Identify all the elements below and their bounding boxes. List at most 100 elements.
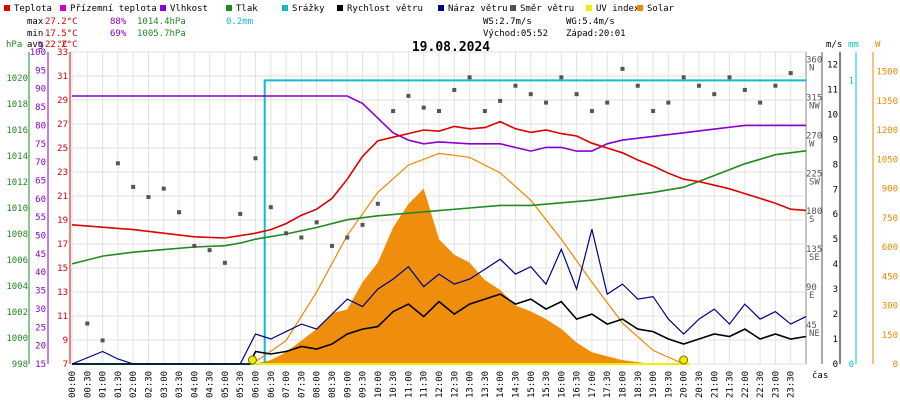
wind-direction-point: [498, 98, 503, 103]
x-tick: 23:30: [787, 371, 797, 398]
stat-avg-label: avg: [27, 40, 43, 50]
x-tick: 04:00: [190, 371, 200, 398]
wind-direction-point: [482, 109, 487, 114]
wind-tick: 3: [833, 285, 838, 295]
sunrise-marker: [247, 355, 257, 365]
stat-min-press: 1005.7hPa: [137, 29, 186, 39]
wind-direction-point: [177, 210, 182, 215]
wind-direction-point: [651, 109, 656, 114]
stat-max-temp: 27.2°C: [45, 17, 78, 27]
temperature-line: [71, 120, 807, 239]
x-tick: 00:30: [83, 371, 93, 398]
direction-tick: E: [809, 291, 814, 301]
humidity-tick: 85: [35, 103, 46, 113]
pressure-tick: 1002: [6, 308, 28, 318]
wind-direction-point: [345, 235, 350, 240]
wind-direction-point: [131, 184, 136, 189]
direction-tick: NW: [809, 101, 820, 111]
x-tick: 18:30: [634, 371, 644, 398]
wind-tick: 9: [833, 135, 838, 145]
stat-min-hum: 69%: [110, 29, 127, 39]
legend-label: Teplota: [14, 4, 52, 14]
humidity-tick: 20: [35, 342, 46, 352]
temperature-tick: 7: [63, 360, 68, 370]
x-tick: 09:00: [343, 371, 353, 398]
pressure-line: [71, 150, 807, 265]
wind-direction-point: [620, 66, 625, 71]
wind-direction-point: [574, 92, 579, 97]
legend-swatch: [160, 5, 166, 11]
x-tick: 20:00: [680, 371, 690, 398]
legend-swatch: [4, 5, 10, 11]
unit-label-hpa: hPa: [6, 40, 22, 50]
humidity-tick: 35: [35, 287, 46, 297]
x-tick: 09:30: [359, 371, 369, 398]
wind-direction-point: [299, 235, 304, 240]
stat-max-hum: 88%: [110, 17, 127, 27]
unit-label-w: W: [875, 40, 881, 50]
x-tick: 12:00: [435, 371, 445, 398]
solar-max-line: [252, 152, 684, 365]
wind-tick: 0: [833, 360, 838, 370]
x-tick: 01:00: [99, 371, 109, 398]
x-tick: 13:30: [481, 371, 491, 398]
legend-label: Náraz větru: [448, 4, 508, 14]
x-tick: 06:00: [252, 371, 262, 398]
temperature-tick: 25: [57, 144, 68, 154]
x-tick: 10:30: [389, 371, 399, 398]
legend-label: Směr větru: [520, 4, 574, 14]
stat-ws: WS:2.7m/s: [483, 17, 532, 27]
humidity-tick: 25: [35, 323, 46, 333]
legend-label: Rychlost větru: [347, 4, 423, 14]
x-tick: 02:30: [144, 371, 154, 398]
rain-tick: 1: [849, 76, 854, 86]
x-tick: 18:00: [619, 371, 629, 398]
legend-label: Solar: [647, 4, 675, 14]
x-tick: 05:00: [221, 371, 231, 398]
solar-tick: 750: [882, 214, 898, 224]
temperature-tick: 23: [57, 168, 68, 178]
x-tick: 06:30: [267, 371, 277, 398]
humidity-tick: 55: [35, 213, 46, 223]
humidity-tick: 65: [35, 176, 46, 186]
direction-tick: NE: [809, 329, 820, 339]
temperature-tick: 33: [57, 48, 68, 58]
solar-area: [72, 188, 806, 364]
humidity-line: [72, 95, 806, 152]
humidity-tick: 30: [35, 305, 46, 315]
x-tick: 03:00: [160, 371, 170, 398]
wind-direction-point: [742, 87, 747, 92]
x-tick: 17:30: [603, 371, 613, 398]
x-tick: 02:00: [129, 371, 139, 398]
stat-max-label: max: [27, 17, 44, 27]
x-tick: 10:00: [374, 371, 384, 398]
sunset-marker: [679, 355, 689, 365]
pressure-tick: 1018: [6, 100, 28, 110]
stat-max-press: 1014.4hPa: [137, 17, 186, 27]
stat-min-label: min: [27, 29, 43, 39]
x-tick: 23:00: [771, 371, 781, 398]
wind-direction-point: [406, 93, 411, 98]
x-tick: 14:30: [511, 371, 521, 398]
wind-direction-point: [253, 156, 258, 161]
pressure-tick: 1014: [6, 152, 28, 162]
wind-direction-point: [589, 109, 594, 114]
wind-direction-point: [360, 222, 365, 227]
x-tick: 19:30: [664, 371, 674, 398]
wind-direction-point: [452, 87, 457, 92]
stat-min-temp: 17.5°C: [45, 29, 78, 39]
wind-direction-point: [544, 100, 549, 105]
legend-swatch: [282, 5, 288, 11]
x-tick: 22:30: [756, 371, 766, 398]
solar-tick: 300: [882, 302, 898, 312]
pressure-tick: 1006: [6, 256, 28, 266]
wind-tick: 4: [833, 260, 838, 270]
chart-title: 19.08.2024: [412, 40, 490, 55]
humidity-tick: 70: [35, 158, 46, 168]
legend-label: UV index: [596, 4, 640, 14]
temperature-tick: 31: [57, 72, 68, 82]
wind-tick: 7: [833, 185, 838, 195]
wind-direction-point: [666, 100, 671, 105]
direction-tick: W: [809, 139, 815, 149]
wind-direction-point: [727, 75, 732, 80]
